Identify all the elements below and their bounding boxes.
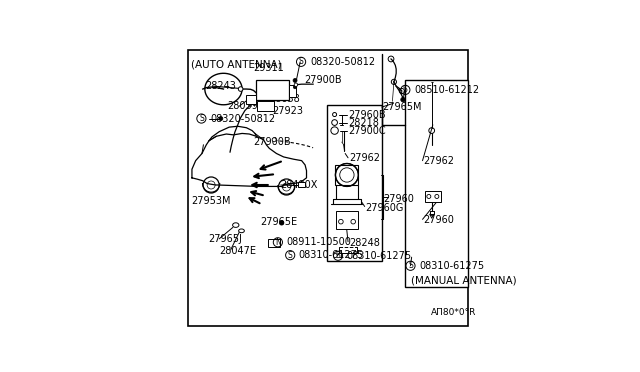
Text: 27960: 27960 — [423, 215, 454, 225]
Circle shape — [279, 221, 284, 225]
Bar — [289, 85, 296, 97]
Text: 08310-61275: 08310-61275 — [419, 261, 484, 271]
Text: 27965J: 27965J — [208, 234, 242, 244]
Text: 27965M: 27965M — [383, 102, 422, 112]
Circle shape — [293, 78, 297, 83]
Text: 08320-50812: 08320-50812 — [211, 113, 276, 124]
Bar — [335, 165, 358, 185]
Text: (MANUAL ANTENNA): (MANUAL ANTENNA) — [411, 275, 516, 285]
Text: 28248: 28248 — [349, 238, 380, 248]
Text: N: N — [275, 238, 281, 247]
Circle shape — [272, 138, 276, 142]
Text: S: S — [299, 57, 303, 66]
Text: 28243: 28243 — [205, 81, 236, 91]
Circle shape — [401, 97, 405, 102]
Bar — [246, 95, 256, 104]
Text: 27960B: 27960B — [348, 109, 386, 119]
Bar — [326, 105, 383, 261]
Text: 08310-61275: 08310-61275 — [347, 251, 412, 261]
Text: 08510-61212: 08510-61212 — [414, 85, 479, 95]
Text: 27965E: 27965E — [260, 217, 298, 227]
Text: 27900C: 27900C — [348, 126, 386, 135]
Bar — [298, 182, 305, 187]
Text: 28218: 28218 — [348, 118, 379, 128]
Bar — [257, 101, 274, 110]
Text: 27962: 27962 — [349, 153, 380, 163]
Circle shape — [238, 87, 243, 92]
Text: 08911-10500: 08911-10500 — [287, 237, 351, 247]
Ellipse shape — [232, 223, 239, 227]
Circle shape — [293, 85, 297, 89]
Text: S: S — [403, 86, 408, 94]
Text: S: S — [199, 114, 204, 123]
Text: S: S — [288, 251, 292, 260]
Text: S: S — [408, 261, 413, 270]
Text: (AUTO ANTENNA): (AUTO ANTENNA) — [191, 60, 282, 70]
Bar — [425, 191, 440, 202]
Circle shape — [294, 83, 298, 86]
Text: 27953M: 27953M — [191, 196, 230, 206]
Text: 29311: 29311 — [253, 62, 284, 73]
Text: 27962: 27962 — [423, 155, 454, 166]
Text: 27900B: 27900B — [305, 74, 342, 84]
Text: AΠ80*0°R: AΠ80*0°R — [431, 308, 476, 317]
Circle shape — [219, 116, 223, 121]
Text: S: S — [335, 251, 340, 260]
Text: 28039: 28039 — [227, 101, 258, 111]
Ellipse shape — [239, 229, 244, 233]
Text: 27960: 27960 — [383, 194, 414, 204]
Text: 28047E: 28047E — [219, 246, 256, 256]
Text: 08310-61275: 08310-61275 — [299, 250, 364, 260]
Text: 28490X: 28490X — [281, 180, 318, 190]
Bar — [404, 80, 468, 287]
Text: 27923: 27923 — [272, 106, 303, 116]
Text: 28038: 28038 — [269, 94, 300, 104]
Bar — [268, 238, 280, 247]
Bar — [256, 80, 289, 100]
Text: 27900B: 27900B — [253, 137, 291, 147]
Bar — [336, 211, 358, 228]
Text: 08320-50812: 08320-50812 — [310, 57, 375, 67]
Text: 27960G: 27960G — [365, 203, 404, 214]
